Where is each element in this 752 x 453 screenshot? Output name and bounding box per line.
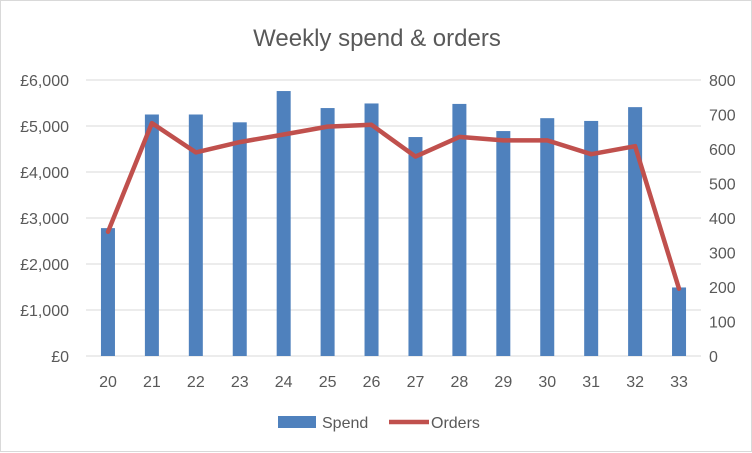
- x-tick-label: 27: [407, 374, 425, 391]
- x-tick-label: 30: [538, 374, 556, 391]
- legend-swatch-spend: [278, 416, 316, 428]
- gridlines: [86, 80, 701, 356]
- x-axis-ticks: 20 21 22 23 24 25 26 27 28 29 30 31 32 33: [99, 374, 688, 391]
- legend-label-orders: Orders: [431, 415, 480, 432]
- spend-bar: [101, 228, 115, 356]
- y-right-tick-label: 0: [709, 349, 718, 366]
- y-left-tick-label: £2,000: [20, 257, 69, 274]
- spend-bar: [365, 103, 379, 356]
- y-left-tick-label: £3,000: [20, 211, 69, 228]
- spend-bar: [496, 131, 510, 356]
- x-tick-label: 25: [319, 374, 337, 391]
- y-left-tick-label: £0: [51, 349, 69, 366]
- y-right-tick-label: 300: [709, 246, 736, 263]
- y-right-tick-label: 500: [709, 177, 736, 194]
- x-tick-label: 24: [275, 374, 293, 391]
- y-right-tick-label: 400: [709, 211, 736, 228]
- x-tick-label: 23: [231, 374, 249, 391]
- y-right-tick-label: 600: [709, 142, 736, 159]
- legend-label-spend: Spend: [322, 415, 368, 432]
- left-axis-ticks: £0 £1,000 £2,000 £3,000 £4,000 £5,000 £6,000: [20, 73, 69, 366]
- x-tick-label: 29: [494, 374, 512, 391]
- y-left-tick-label: £4,000: [20, 165, 69, 182]
- x-tick-label: 33: [670, 374, 688, 391]
- x-tick-label: 26: [363, 374, 381, 391]
- y-right-tick-label: 100: [709, 315, 736, 332]
- spend-bar: [233, 122, 247, 356]
- spend-bar: [277, 91, 291, 356]
- y-right-tick-label: 800: [709, 73, 736, 90]
- spend-bars: [101, 91, 686, 356]
- x-tick-label: 22: [187, 374, 205, 391]
- spend-bar: [672, 287, 686, 356]
- y-left-tick-label: £6,000: [20, 73, 69, 90]
- spend-bar: [321, 108, 335, 356]
- x-tick-label: 31: [582, 374, 600, 391]
- y-left-tick-label: £1,000: [20, 303, 69, 320]
- spend-bar: [408, 137, 422, 356]
- y-right-tick-label: 700: [709, 108, 736, 125]
- x-tick-label: 21: [143, 374, 161, 391]
- spend-bar: [145, 115, 159, 357]
- spend-bar: [452, 104, 466, 356]
- x-tick-label: 32: [626, 374, 644, 391]
- chart-title: Weekly spend & orders: [253, 25, 501, 52]
- legend: Spend Orders: [278, 415, 480, 432]
- x-tick-label: 20: [99, 374, 117, 391]
- y-left-tick-label: £5,000: [20, 119, 69, 136]
- spend-bar: [540, 118, 554, 356]
- y-right-tick-label: 200: [709, 280, 736, 297]
- right-axis-ticks: 0 100 200 300 400 500 600 700 800: [709, 73, 736, 366]
- x-tick-label: 28: [450, 374, 468, 391]
